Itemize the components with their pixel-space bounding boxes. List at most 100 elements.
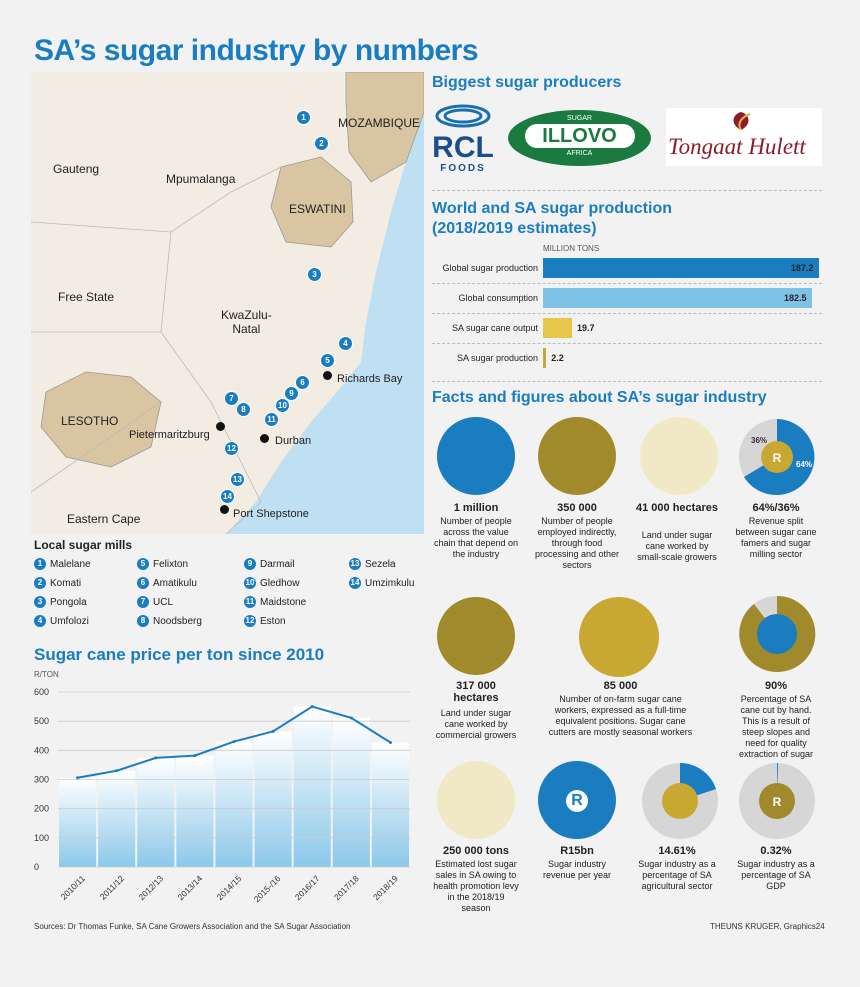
mill-pin[interactable]: 7 bbox=[224, 391, 239, 406]
production-bar-label: Global sugar production bbox=[442, 263, 538, 273]
farmer-icon bbox=[640, 417, 718, 495]
city-richards-bay-label: Richards Bay bbox=[337, 373, 403, 385]
production-bar-label: SA sugar production bbox=[456, 353, 538, 363]
divider bbox=[432, 190, 822, 191]
mill-list-item: 4 Umfolozi bbox=[34, 615, 89, 627]
fact-description: Land under sugar cane worked by small-sc… bbox=[637, 530, 717, 562]
rand-symbol: R bbox=[773, 451, 782, 465]
y-tick-label: 400 bbox=[34, 745, 49, 755]
mill-name: Eston bbox=[260, 615, 286, 627]
mill-number: 3 bbox=[34, 596, 46, 608]
mill-list-item: 8 Noodsberg bbox=[137, 615, 202, 627]
mill-number: 12 bbox=[244, 615, 256, 627]
price-point bbox=[271, 729, 275, 733]
y-tick-label: 200 bbox=[34, 804, 49, 814]
price-point bbox=[76, 776, 80, 780]
x-tick-label: 2013/14 bbox=[175, 873, 204, 902]
mill-pin[interactable]: 6 bbox=[295, 375, 310, 390]
producers-title: Biggest sugar producers bbox=[432, 74, 622, 91]
mill-pin[interactable]: 10 bbox=[275, 398, 290, 413]
mill-list-item: 13 Sezela bbox=[349, 558, 396, 570]
mill-list-item: 6 Amatikulu bbox=[137, 577, 197, 589]
city-durban-dot bbox=[260, 434, 269, 443]
mill-pin[interactable]: 2 bbox=[314, 136, 329, 151]
illovo-logo-bottom: AFRICA bbox=[566, 150, 593, 157]
price-column bbox=[371, 742, 409, 867]
divider bbox=[432, 381, 822, 382]
mill-number: 9 bbox=[244, 558, 256, 570]
price-column bbox=[176, 755, 214, 867]
fact-value: 0.32% bbox=[760, 845, 792, 857]
map-label-mozambique: MOZAMBIQUE bbox=[338, 116, 421, 130]
city-port-shepstone-dot bbox=[220, 505, 229, 514]
rcl-logo-text: RCL bbox=[432, 131, 494, 164]
illovo-logo-top: SUGAR bbox=[567, 115, 592, 122]
mill-number: 14 bbox=[349, 577, 361, 589]
mill-name: Komati bbox=[50, 577, 82, 589]
city-durban-label: Durban bbox=[275, 435, 312, 447]
production-bar bbox=[543, 258, 819, 278]
mill-pin[interactable]: 13 bbox=[230, 472, 245, 487]
mill-list-item: 1 Malelane bbox=[34, 558, 91, 570]
mill-list-item: 3 Pongola bbox=[34, 596, 87, 608]
x-tick-label: 2016/17 bbox=[293, 873, 322, 902]
mill-pin[interactable]: 11 bbox=[264, 412, 279, 427]
mill-list-item: 2 Komati bbox=[34, 577, 81, 589]
credit: THEUNS KRUGER, Graphics24 bbox=[710, 922, 825, 931]
mill-pin[interactable]: 1 bbox=[296, 110, 311, 125]
production-bar-value: 19.7 bbox=[577, 323, 595, 333]
price-column bbox=[332, 717, 370, 867]
production-bar bbox=[543, 348, 547, 368]
fact-description: Percentage of SA cane cut by hand. This … bbox=[738, 694, 814, 759]
sources: Sources: Dr Thomas Funke, SA Cane Grower… bbox=[34, 922, 351, 931]
mill-list-item: 11 Maidstone bbox=[244, 596, 306, 608]
mill-name: Gledhow bbox=[260, 577, 300, 589]
map-label-lesotho: LESOTHO bbox=[61, 414, 119, 428]
mill-number: 2 bbox=[34, 577, 46, 589]
pie-label-64: 64% bbox=[796, 460, 812, 469]
mill-number: 1 bbox=[34, 558, 46, 570]
mill-pin[interactable]: 14 bbox=[220, 489, 235, 504]
mill-name: Umfolozi bbox=[50, 615, 89, 627]
mill-pin[interactable]: 4 bbox=[338, 336, 353, 351]
price-point bbox=[232, 740, 236, 744]
y-tick-label: 300 bbox=[34, 775, 49, 785]
price-title: Sugar cane price per ton since 2010 bbox=[34, 645, 325, 664]
mill-number: 13 bbox=[349, 558, 361, 570]
production-bar-label: Global consumption bbox=[458, 293, 538, 303]
cane-cutter-icon bbox=[579, 597, 659, 677]
fact-value: 1 million bbox=[453, 502, 499, 514]
rcl-logo-sub: FOODS bbox=[440, 163, 486, 174]
mill-pin[interactable]: 12 bbox=[224, 441, 239, 456]
mill-name: Pongola bbox=[50, 596, 87, 608]
illovo-logo: SUGAR ILLOVO AFRICA bbox=[508, 110, 651, 166]
y-tick-label: 500 bbox=[34, 716, 49, 726]
price-column bbox=[59, 777, 97, 867]
fact-description: Number of people employed indirectly, th… bbox=[534, 516, 620, 570]
price-point bbox=[115, 769, 119, 773]
mill-pin[interactable]: 3 bbox=[307, 267, 322, 282]
mill-name: Amatikulu bbox=[153, 577, 197, 589]
mill-pin[interactable]: 5 bbox=[320, 353, 335, 368]
fact-value: 64%/36% bbox=[752, 502, 800, 514]
rand-symbol: R bbox=[773, 795, 782, 809]
price-column bbox=[254, 731, 292, 867]
fact-description: Sugar industry revenue per year bbox=[542, 859, 612, 880]
fact-value: 85 000 bbox=[603, 680, 638, 692]
y-tick-label: 600 bbox=[34, 687, 49, 697]
price-point bbox=[388, 740, 392, 744]
eswatini-shape bbox=[270, 156, 354, 248]
map-label-kzn: KwaZulu- Natal bbox=[221, 308, 272, 336]
mill-number: 6 bbox=[137, 577, 149, 589]
mill-pin[interactable]: 8 bbox=[236, 402, 251, 417]
fact-value: 317 000 hectares bbox=[453, 680, 499, 704]
hand-cut-pie-icon bbox=[739, 595, 816, 672]
city-pietermaritzburg-label: Pietermaritzburg bbox=[129, 429, 210, 441]
mill-number: 8 bbox=[137, 615, 149, 627]
mill-name: Maidstone bbox=[260, 596, 307, 608]
production-bar-value: 182.5 bbox=[783, 293, 807, 303]
city-richards-bay-dot bbox=[323, 371, 332, 380]
mill-list-item: 5 Felixton bbox=[137, 558, 188, 570]
mill-pin[interactable]: 9 bbox=[284, 386, 299, 401]
fact-value: 14.61% bbox=[658, 845, 696, 857]
